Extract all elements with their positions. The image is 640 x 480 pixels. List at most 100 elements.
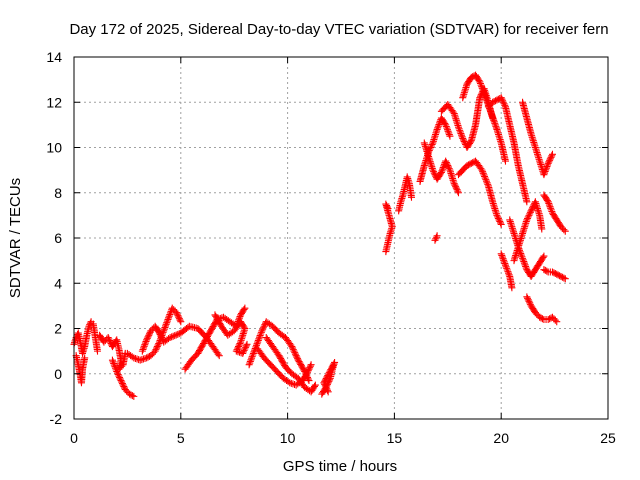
data-point [144,333,152,341]
data-point [446,132,454,140]
data-point [331,358,339,366]
data-point [541,167,549,175]
data-point [289,344,297,352]
data-point [306,362,314,370]
data-point [503,264,511,272]
data-point [303,370,311,378]
data-point [443,126,451,134]
data-series [211,311,251,357]
x-axis-label: GPS time / hours [283,458,397,475]
data-point [548,207,556,215]
data-point [479,169,487,177]
data-point [433,232,441,240]
data-point [427,142,435,150]
data-point [442,157,450,165]
data-point [524,294,532,302]
data-point [176,316,184,324]
data-point [328,364,336,372]
x-tick-label: 25 [600,430,616,446]
data-point [330,360,338,368]
data-point [450,180,458,188]
data-point [439,165,447,173]
data-point [240,305,248,313]
data-point [145,330,153,338]
data-point [140,344,148,352]
data-point [173,309,181,317]
data-point [260,322,268,330]
data-series [510,198,546,265]
data-point [306,364,314,372]
data-series [108,356,138,400]
data-point [259,325,267,333]
data-point [165,312,173,320]
data-point [480,88,488,96]
data-point [248,353,256,361]
data-series [519,98,556,179]
data-point [164,315,172,323]
data-point [519,254,527,262]
data-point [168,333,176,341]
y-tick-label: 4 [54,275,62,291]
data-series [437,85,497,151]
data-point [452,184,460,192]
data-point [245,361,253,369]
data-point [158,334,166,342]
data-point [254,338,262,346]
grid [74,57,608,419]
data-point [438,167,446,175]
x-tick-label: 0 [70,430,78,446]
data-point [242,342,250,350]
data-point [547,153,555,161]
data-point [500,258,508,266]
data-point [476,80,484,88]
data-point [431,236,439,244]
data-point [451,181,459,189]
chart-title: Day 172 of 2025, Sidereal Day-to-day VTE… [69,21,608,38]
data-point [257,330,265,338]
data-point [434,124,442,132]
data-point [141,339,149,347]
data-series [459,71,509,165]
data-point [459,134,467,142]
data-point [305,377,313,385]
data-point [155,340,163,348]
data-point [548,152,556,160]
data-point [166,311,174,319]
data-point [311,381,319,389]
data-point [543,163,551,171]
data-point [493,211,501,219]
data-point [503,266,511,274]
data-point [458,133,466,141]
data-point [112,366,120,374]
data-point [255,335,263,343]
data-point [311,382,319,390]
data-point [321,380,329,388]
data-point [430,168,438,176]
data-series [138,322,223,360]
data-point [482,177,490,185]
data-point [407,193,415,201]
axes: 0 5 10 15 20 25 -2 0 2 4 6 8 10 12 14 [46,49,616,446]
data-point [116,374,124,382]
data-point [138,347,146,355]
data-point [543,196,551,204]
data-point [175,330,183,338]
data-point [494,214,502,222]
data-point [292,352,300,360]
data-point [442,122,450,130]
data-point [443,160,451,168]
data-point [141,341,149,349]
data-point [522,264,530,272]
data-point [526,208,534,216]
data-point [214,350,222,358]
data-point [325,369,333,377]
data-point [291,349,299,357]
y-tick-label: 6 [54,230,62,246]
data-point [307,361,315,369]
data-point [239,349,247,357]
data-point [478,166,486,174]
data-point [254,336,262,344]
data-point [384,205,392,213]
data-point [520,258,528,266]
